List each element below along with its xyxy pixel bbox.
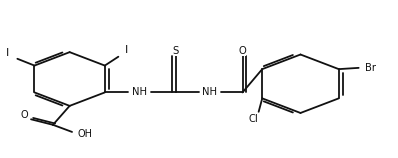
Text: O: O xyxy=(239,46,246,56)
Text: NH: NH xyxy=(202,87,217,97)
Text: I: I xyxy=(125,45,128,55)
Text: NH: NH xyxy=(131,87,146,97)
Text: Cl: Cl xyxy=(249,114,258,124)
Text: O: O xyxy=(21,110,29,120)
Text: I: I xyxy=(6,48,10,58)
Text: Br: Br xyxy=(365,63,376,73)
Text: S: S xyxy=(172,46,179,56)
Text: OH: OH xyxy=(78,128,93,139)
